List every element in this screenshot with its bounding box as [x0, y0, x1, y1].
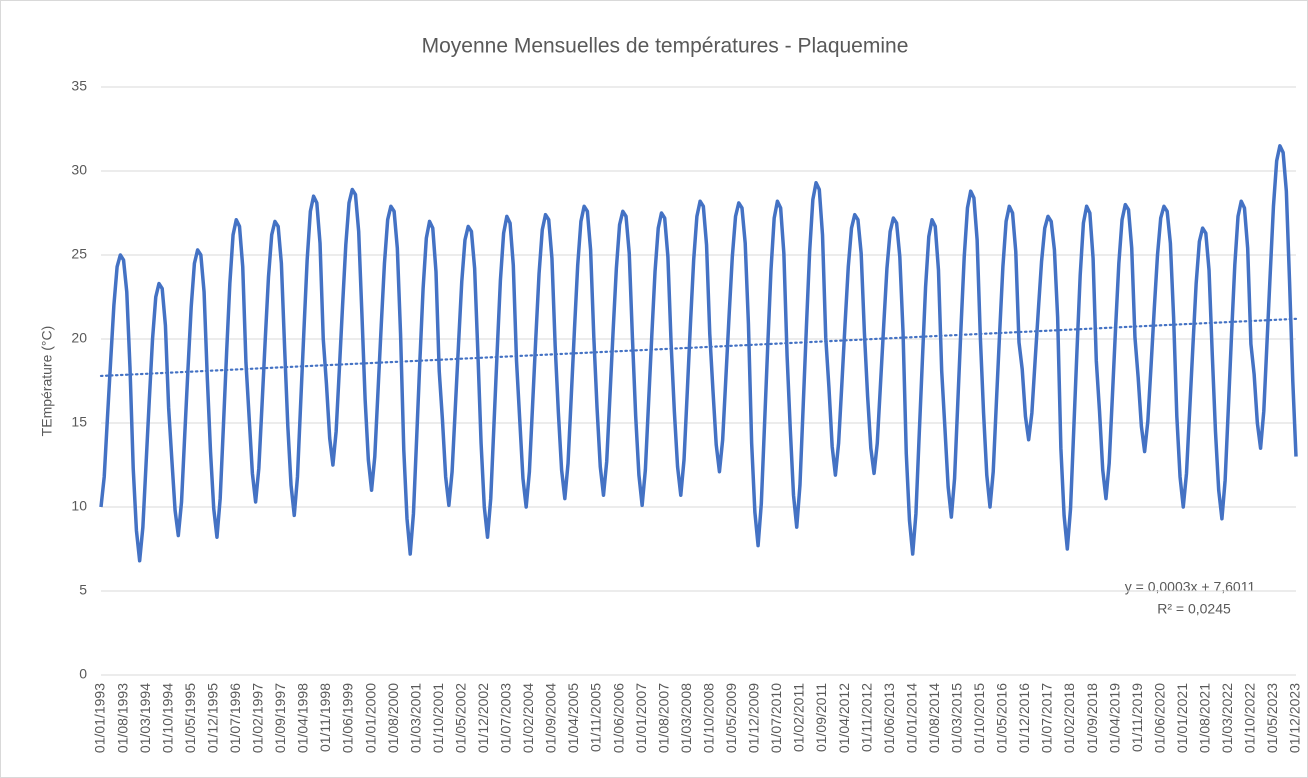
x-tick-label: 01/09/2011	[813, 683, 829, 752]
trend-r2: R² = 0,0245	[1157, 601, 1231, 617]
x-tick-label: 01/01/1993	[92, 683, 108, 753]
x-tick-label: 01/01/2000	[362, 683, 378, 753]
y-tick-label: 20	[71, 330, 87, 346]
x-tick-label: 01/05/1995	[182, 683, 198, 753]
y-tick-label: 5	[79, 582, 87, 598]
x-tick-label: 01/09/2018	[1084, 683, 1100, 753]
x-tick-label: 01/01/2014	[903, 683, 919, 753]
x-tick-label: 01/05/2002	[452, 683, 468, 753]
x-tick-label: 01/04/2005	[565, 683, 581, 753]
x-tick-label: 01/04/2012	[836, 683, 852, 753]
x-tick-label: 01/11/2019	[1129, 683, 1145, 752]
y-tick-label: 15	[71, 414, 87, 430]
x-tick-label: 01/05/2009	[723, 683, 739, 753]
x-tick-label: 01/08/1993	[114, 683, 130, 753]
y-tick-label: 25	[71, 246, 87, 262]
x-tick-label: 01/03/1994	[137, 683, 153, 753]
x-tick-label: 01/02/2004	[520, 683, 536, 753]
x-tick-label: 01/10/1994	[159, 683, 175, 753]
y-tick-label: 0	[79, 666, 87, 682]
x-tick-label: 01/12/2009	[746, 683, 762, 753]
x-tick-label: 01/12/2023	[1287, 683, 1303, 753]
x-tick-label: 01/09/2004	[543, 683, 559, 753]
x-tick-label: 01/08/2000	[385, 683, 401, 753]
x-tick-label: 01/01/2007	[633, 683, 649, 753]
x-tick-label: 01/02/2018	[1061, 683, 1077, 753]
y-tick-label: 10	[71, 498, 87, 514]
x-tick-label: 01/10/2015	[971, 683, 987, 753]
trendline	[99, 317, 1298, 378]
x-tick-label: 01/11/2012	[858, 683, 874, 752]
x-tick-label: 01/06/2020	[1151, 683, 1167, 753]
x-tick-label: 01/11/2005	[588, 683, 604, 752]
x-tick-label: 01/03/2001	[407, 683, 423, 753]
x-tick-label: 01/09/1997	[272, 683, 288, 753]
x-tick-label: 01/08/2021	[1197, 683, 1213, 753]
x-tick-label: 01/08/2007	[655, 683, 671, 753]
x-tick-label: 01/10/2001	[430, 683, 446, 753]
y-tick-label: 30	[71, 162, 87, 178]
x-tick-label: 01/07/2017	[1039, 683, 1055, 753]
x-tick-label: 01/06/2013	[881, 683, 897, 753]
y-tick-label: 35	[71, 78, 87, 94]
data-line	[99, 144, 1298, 563]
x-tick-label: 01/10/2008	[700, 683, 716, 753]
x-tick-label: 01/05/2023	[1264, 683, 1280, 753]
x-tick-label: 01/11/1998	[317, 683, 333, 752]
chart-title: Moyenne Mensuelles de températures - Pla…	[422, 35, 909, 58]
x-tick-label: 01/03/2015	[948, 683, 964, 753]
trend-equation: y = 0,0003x + 7,6011	[1125, 579, 1256, 595]
x-tick-label: 01/12/2016	[1016, 683, 1032, 753]
x-tick-label: 01/04/2019	[1106, 683, 1122, 753]
x-tick-label: 01/12/1995	[204, 683, 220, 753]
x-tick-label: 01/08/2014	[926, 683, 942, 753]
x-tick-label: 01/07/2003	[498, 683, 514, 753]
x-tick-label: 01/05/2016	[994, 683, 1010, 753]
x-tick-label: 01/03/2008	[678, 683, 694, 753]
x-tick-label: 01/07/1996	[227, 683, 243, 753]
y-axis-label: TEmpérature (°C)	[39, 326, 55, 437]
x-tick-label: 01/06/2006	[610, 683, 626, 753]
x-tick-label: 01/07/2010	[768, 683, 784, 753]
x-tick-label: 01/06/1999	[340, 683, 356, 753]
x-tick-label: 01/10/2022	[1242, 683, 1258, 753]
x-tick-label: 01/04/1998	[295, 683, 311, 753]
x-tick-label: 01/02/2011	[791, 683, 807, 752]
x-tick-label: 01/03/2022	[1219, 683, 1235, 753]
x-tick-label: 01/01/2021	[1174, 683, 1190, 753]
x-tick-label: 01/12/2002	[475, 683, 491, 753]
x-tick-label: 01/02/1997	[250, 683, 266, 753]
